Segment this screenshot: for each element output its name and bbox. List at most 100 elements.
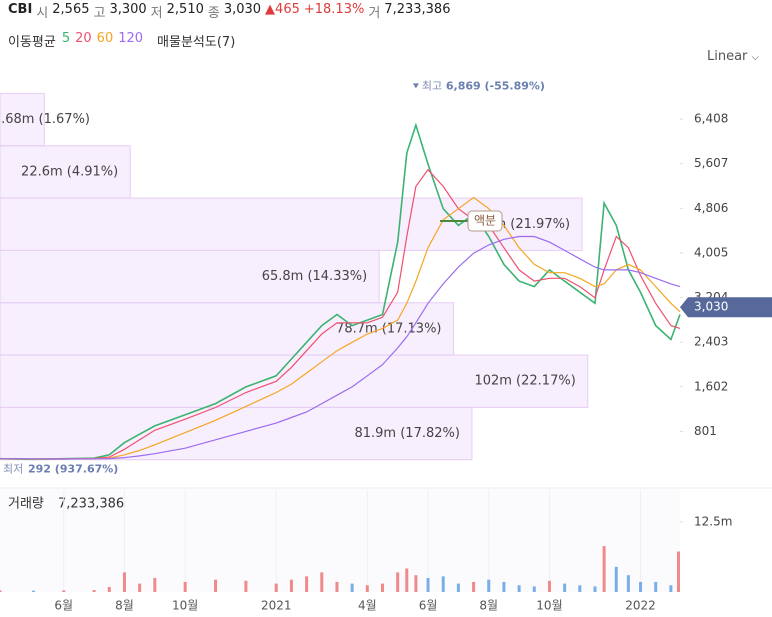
volume-bar [414, 575, 418, 592]
volume-bar [456, 583, 460, 592]
volume-title: 거래량 [8, 497, 44, 512]
profile-label: 65.8m (14.33%) [262, 269, 367, 284]
volume-bar [365, 585, 369, 592]
profile-label: 22.6m (4.91%) [21, 164, 118, 179]
x-tick-label: 2022 [625, 599, 656, 613]
x-tick-label: 6월 [54, 599, 73, 613]
legend-entry[interactable]: 120 [118, 31, 144, 46]
x-tick-label: 4월 [358, 599, 377, 613]
x-tick-label: 8월 [115, 599, 134, 613]
volume-bar [639, 581, 643, 592]
volume-bar [122, 572, 126, 592]
open: 2,565 [52, 2, 90, 17]
y-tick-label: 2,403 [694, 335, 728, 349]
volume-bar [350, 583, 354, 592]
volume-bar [669, 585, 673, 592]
y-tick-label: 4,806 [694, 201, 728, 215]
volume-pane [0, 488, 680, 592]
volume-bar [62, 590, 66, 592]
profile-bar [0, 249, 380, 304]
change-pct: +18.13% [303, 2, 365, 17]
volume-bar [578, 585, 582, 592]
change: ▲465 [265, 2, 300, 17]
volume-bar [547, 580, 551, 592]
volume-bar [472, 581, 476, 592]
volume-bar [593, 586, 597, 592]
y-tick-label: 5,607 [694, 156, 728, 170]
scale-text: Linear [707, 49, 748, 64]
volume-bar [138, 583, 142, 592]
volume-bar [602, 546, 606, 592]
x-tick-label: 10월 [172, 599, 198, 613]
last-price: 3,030 [694, 300, 728, 314]
high-marker [412, 83, 419, 89]
legend-entry[interactable]: 5 [61, 31, 71, 46]
volume-bar [183, 581, 187, 592]
y-tick-label: 12.5m [694, 515, 732, 529]
close: 3,030 [223, 2, 262, 17]
volume-bar [289, 579, 293, 592]
volume-bar [274, 583, 278, 592]
profile-label: 81.9m (17.82%) [354, 426, 459, 441]
ma-legend: 5 20 60 120 [62, 31, 143, 50]
volume-label: 거 [368, 6, 381, 21]
volume-bar [153, 578, 157, 592]
quote-header: CBI 시 2,565 고 3,300 저 2,510 종 3,030 ▲465 +18.… [8, 2, 450, 21]
volume-value: 7,233,386 [58, 497, 124, 512]
volume-bar [502, 581, 506, 592]
y-tick-label: 801 [694, 424, 717, 438]
ma-label[interactable]: 이동평균 [8, 35, 56, 50]
profile-label: 7.68m (1.67%) [0, 112, 90, 127]
profile-bar [0, 145, 131, 199]
volume-bar [0, 590, 2, 592]
volume-bar [335, 581, 339, 592]
volume-bar [396, 572, 400, 592]
high-label: 고 [93, 6, 106, 21]
y-tick-label: 6,408 [694, 112, 728, 126]
volume-bar [563, 583, 567, 592]
volume-bar [677, 551, 680, 592]
low-label: 최저 [3, 463, 23, 476]
close-label: 종 [207, 6, 220, 21]
ma-line [0, 235, 681, 460]
volume-bar [487, 579, 491, 592]
volume-bar [614, 566, 618, 592]
volume-bar [532, 586, 536, 592]
ma-line [0, 168, 681, 460]
volume-bar [426, 578, 430, 592]
y-tick-label: 1,602 [694, 379, 728, 393]
last-price-box [680, 297, 772, 318]
profile-label: 102m (22.17%) [474, 374, 575, 389]
open-label: 시 [36, 6, 49, 21]
ma-line [0, 196, 681, 460]
volume-bar [107, 586, 111, 592]
volume-bar [654, 581, 658, 592]
volume-bar [626, 575, 630, 592]
x-tick-label: 10월 [536, 599, 562, 613]
low: 2,510 [166, 2, 204, 17]
scale-select[interactable]: Linear ⌵ [707, 49, 760, 64]
profile-label: 78.7m (17.13%) [336, 321, 441, 336]
legend-entry[interactable]: 60 [96, 31, 114, 46]
x-tick-label: 8월 [479, 599, 498, 613]
volume: 7,233,386 [384, 2, 451, 17]
volume-bar [244, 580, 248, 592]
low-text: 292 (937.67%) [28, 463, 118, 476]
legend-entry[interactable]: 20 [75, 31, 92, 46]
volume-bar [320, 572, 324, 592]
volume-bar [405, 568, 409, 592]
volume-bar [441, 576, 445, 592]
volume-bar [92, 590, 96, 592]
x-tick-label: 6월 [419, 599, 438, 613]
split-box [467, 210, 503, 232]
indicator-bar: 이동평균 5 20 60 120 매물분석도(7) [8, 31, 235, 50]
profile-bar [0, 302, 455, 356]
symbol: CBI [8, 2, 33, 17]
high-label: 최고 [422, 79, 442, 92]
volume-bar [381, 583, 384, 592]
profile-label[interactable]: 매물분석도(7) [157, 35, 236, 50]
high-text: 6,869 (-55.89%) [446, 79, 545, 92]
x-tick-label: 2021 [261, 599, 292, 613]
